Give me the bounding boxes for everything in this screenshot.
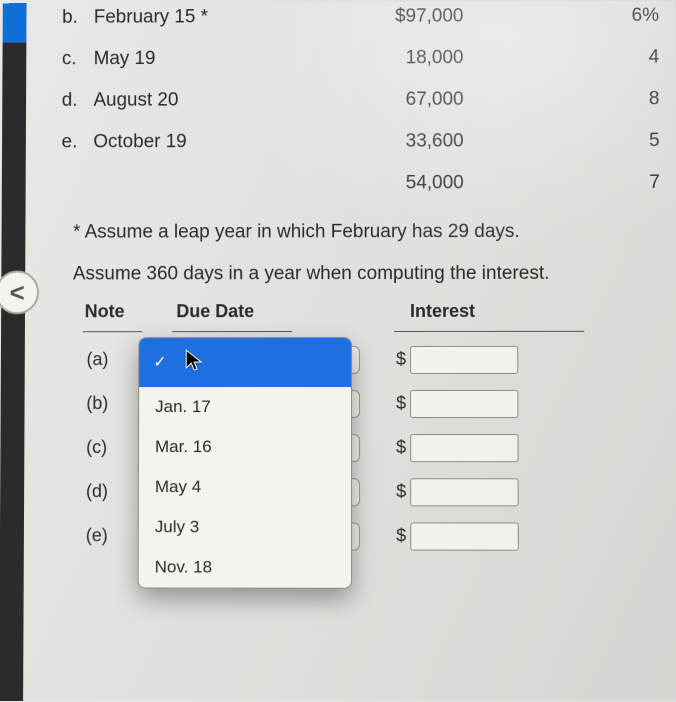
- row-label: e.: [50, 131, 94, 153]
- chevron-left-icon: <: [10, 277, 25, 308]
- dropdown-option[interactable]: Jan. 17: [139, 386, 351, 426]
- header-underline: [172, 331, 292, 332]
- header-note: Note: [85, 301, 153, 322]
- header-underline: [83, 331, 143, 332]
- data-row: b. February 15 * $97,000 6%: [50, 5, 675, 49]
- row-label: b.: [50, 7, 94, 29]
- row-percent: 7: [584, 172, 676, 194]
- row-percent: 5: [584, 130, 676, 152]
- dropdown-option[interactable]: May 4: [139, 467, 351, 507]
- back-button[interactable]: <: [0, 271, 39, 315]
- assumption-text: Assume 360 days in a year when computing…: [73, 262, 653, 285]
- answer-header: Note Due Date Interest: [85, 300, 676, 322]
- row-percent: 8: [583, 88, 675, 110]
- interest-input[interactable]: [410, 478, 518, 506]
- row-label: d.: [50, 90, 94, 112]
- dollar-sign: $: [382, 481, 410, 502]
- check-icon: ✓: [153, 352, 166, 372]
- data-row: 54,000 7: [49, 172, 676, 215]
- data-rows: b. February 15 * $97,000 6% c. May 19 18…: [49, 5, 676, 215]
- row-date: May 19: [94, 48, 263, 70]
- left-dark-edge: [0, 3, 27, 701]
- interest-input[interactable]: [410, 522, 519, 550]
- page-content: b. February 15 * $97,000 6% c. May 19 18…: [47, 1, 676, 702]
- dollar-sign: $: [382, 437, 410, 458]
- interest-input[interactable]: [410, 389, 518, 417]
- row-label: c.: [50, 48, 94, 70]
- data-row: d. August 20 67,000 8: [50, 88, 676, 131]
- data-row: e. October 19 33,600 5: [50, 130, 676, 173]
- dropdown-option[interactable]: Mar. 16: [139, 427, 351, 467]
- interest-input[interactable]: [410, 345, 518, 373]
- dollar-sign: $: [382, 349, 410, 370]
- row-date: February 15 *: [94, 6, 263, 28]
- cursor-icon: [185, 348, 205, 377]
- header-underline: [394, 330, 584, 331]
- interest-input[interactable]: [410, 434, 518, 462]
- dropdown-option[interactable]: July 3: [139, 507, 351, 547]
- left-blue-chip: [3, 3, 27, 43]
- row-amount: 67,000: [262, 89, 583, 112]
- answer-table: Note Due Date Interest ✓ Jan. 17 Mar. 16…: [84, 300, 676, 558]
- dollar-sign: $: [382, 393, 410, 414]
- row-date: August 20: [93, 89, 262, 111]
- row-percent: 6%: [583, 5, 675, 27]
- row-amount: 33,600: [262, 130, 583, 153]
- dollar-sign: $: [382, 525, 410, 546]
- header-interest: Interest: [382, 300, 582, 321]
- row-date: October 19: [93, 131, 262, 153]
- row-amount: 18,000: [262, 47, 583, 70]
- dropdown-option[interactable]: Nov. 18: [139, 547, 351, 587]
- footnote-text: * Assume a leap year in which February h…: [73, 218, 652, 247]
- data-row: c. May 19 18,000 4: [50, 47, 676, 90]
- row-percent: 4: [583, 47, 675, 69]
- due-date-dropdown[interactable]: ✓ Jan. 17 Mar. 16 May 4 July 3 Nov. 18: [138, 337, 352, 589]
- row-amount: $97,000: [262, 5, 583, 28]
- header-due-date: Due Date: [152, 301, 382, 322]
- row-amount: 54,000: [262, 172, 584, 195]
- dropdown-option-blank[interactable]: ✓: [139, 338, 351, 387]
